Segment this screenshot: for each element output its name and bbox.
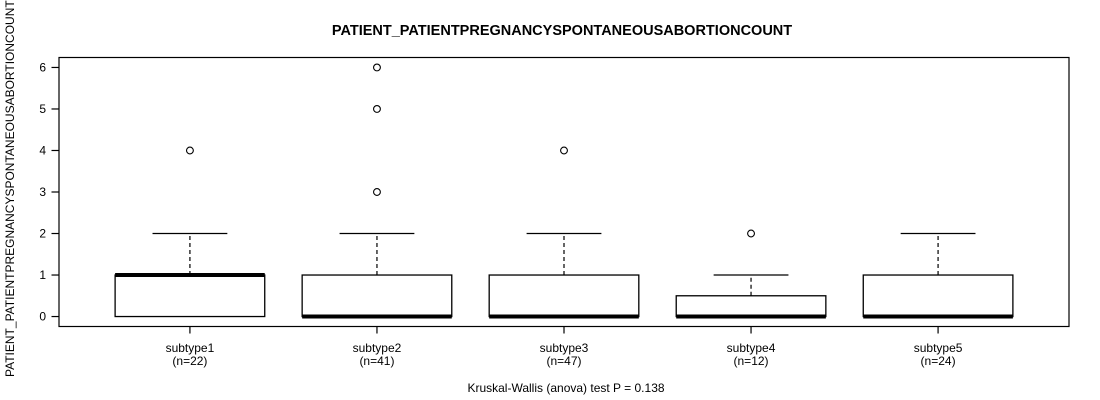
y-tick-label: 2	[39, 227, 46, 241]
y-tick-label: 3	[39, 185, 46, 199]
y-tick-label: 5	[39, 102, 46, 116]
x-category-label: subtype2	[353, 341, 402, 355]
box-subtype4	[675, 295, 827, 318]
box-subtype1	[114, 274, 266, 318]
outlier-point-subtype4	[747, 229, 755, 238]
y-tick-label: 6	[39, 61, 46, 75]
x-category-sublabel: (n=12)	[734, 354, 769, 368]
x-category-label: subtype5	[914, 341, 963, 355]
outlier-point-subtype3	[560, 146, 568, 155]
chart-title: PATIENT_PATIENTPREGNANCYSPONTANEOUSABORT…	[332, 23, 792, 39]
y-tick-label: 0	[39, 310, 46, 324]
x-category-label: subtype1	[166, 341, 215, 355]
box-subtype5	[862, 274, 1014, 318]
x-category-sublabel: (n=24)	[921, 354, 956, 368]
plot-area: 0 1 2 3 4 5 6 subtype1(n=22) subtype2(n=41) subty…	[39, 56, 1070, 368]
stat-test-footer: Kruskal-Wallis (anova) test P = 0.138	[467, 381, 664, 395]
x-category-label: subtype3	[540, 341, 589, 355]
outlier-point-subtype2	[373, 188, 381, 196]
x-category-sublabel: (n=41)	[359, 354, 394, 368]
x-category-sublabel: (n=22)	[172, 354, 207, 368]
y-tick-label: 4	[39, 144, 46, 158]
x-category-label: subtype4	[727, 341, 776, 355]
box-subtype3	[488, 274, 640, 318]
box-subtype2	[301, 274, 453, 318]
outlier-point-subtype2	[373, 63, 381, 72]
y-axis-label: PATIENT_PATIENTPREGNANCYSPONTANEOUSABORT…	[3, 0, 17, 377]
y-tick-label: 1	[39, 268, 46, 282]
x-category-sublabel: (n=47)	[546, 354, 581, 368]
outlier-point-subtype2	[373, 105, 381, 113]
outlier-point-subtype1	[185, 146, 194, 155]
